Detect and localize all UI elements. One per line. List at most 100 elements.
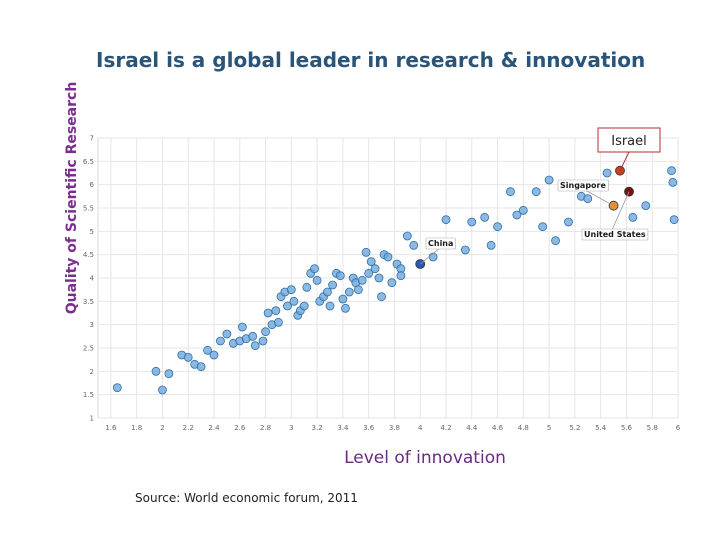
data-point: [512, 210, 522, 220]
data-point: [486, 240, 496, 250]
data-point: [668, 177, 678, 187]
data-point: [366, 257, 376, 267]
x-tick-label: 5: [547, 424, 551, 432]
x-tick-label: 3.2: [312, 424, 323, 432]
data-point: [341, 303, 350, 313]
data-point: [183, 352, 193, 362]
data-point: [377, 292, 386, 302]
data-point: [583, 194, 593, 204]
x-tick-label: 1.6: [105, 424, 117, 432]
data-point: [286, 285, 296, 295]
data-point: [283, 301, 292, 311]
data-point: [409, 240, 419, 250]
data-point: [299, 301, 309, 311]
data-point: [602, 168, 612, 178]
x-tick-label: 2.8: [260, 424, 271, 432]
data-point: [669, 215, 679, 225]
data-point: [323, 287, 332, 297]
data-point: [222, 329, 232, 339]
x-tick-label: 4.8: [518, 424, 529, 432]
data-point: [112, 383, 122, 393]
x-tick-label: 4.4: [466, 424, 478, 432]
data-point: [338, 294, 348, 304]
annotation-leader-singapore: [584, 189, 614, 207]
data-point: [261, 327, 270, 337]
annotation-box-singapore: [557, 179, 609, 192]
annotation-box-china: [425, 237, 456, 250]
y-tick-label: 6: [90, 181, 95, 189]
data-point: [641, 201, 651, 211]
data-point: [428, 252, 438, 262]
data-point: [551, 236, 560, 246]
data-point: [460, 245, 470, 255]
y-tick-label: 4.5: [83, 251, 94, 259]
x-tick-label: 4.6: [492, 424, 504, 432]
data-point: [396, 271, 406, 281]
y-tick-label: 1.5: [83, 391, 94, 399]
annotation-label-israel: Israel: [611, 134, 647, 149]
data-point: [344, 287, 354, 297]
y-tick-label: 5: [90, 228, 94, 236]
data-point: [538, 222, 548, 232]
x-tick-label: 5.6: [621, 424, 633, 432]
data-point: [364, 268, 374, 278]
annotation-box-united-states: [581, 228, 649, 241]
data-point: [387, 278, 397, 288]
y-tick-label: 4: [90, 275, 95, 283]
data-point: [164, 369, 174, 379]
annotation-label-singapore: Singapore: [560, 181, 606, 190]
x-tick-label: 5.4: [595, 424, 607, 432]
x-tick-label: 3.6: [363, 424, 375, 432]
annotation-label-united-states: United States: [584, 230, 646, 239]
x-tick-label: 1.8: [131, 424, 142, 432]
annotation-leader-china: [419, 247, 441, 265]
data-point: [312, 275, 322, 285]
x-tick-label: 2: [160, 424, 164, 432]
data-point: [374, 273, 384, 283]
data-point: [518, 205, 528, 215]
data-point: [564, 217, 573, 227]
x-tick-labels: 1.6 1.8 2 2.2 2.4 2.6 2.8 3 3.2 3.4 3.6 3.8 4 4.2 4.4 4…: [105, 424, 680, 432]
y-tick-label: 5.5: [83, 205, 94, 213]
annotation-leader-united-states: [611, 191, 630, 231]
x-tick-label: 2.6: [234, 424, 246, 432]
data-point: [216, 336, 225, 346]
data-point: [250, 341, 260, 351]
annotation-leader-israel: [619, 151, 630, 171]
data-point: [237, 322, 247, 332]
y-tick-label: 3.5: [83, 298, 94, 306]
x-tick-label: 5.2: [569, 424, 580, 432]
data-point: [357, 275, 367, 285]
data-point: [328, 280, 337, 290]
data-point: [383, 252, 393, 262]
annotations: Israel Singapore United States China: [419, 127, 661, 265]
data-point: [289, 296, 299, 306]
x-axis-label: Level of innovation: [344, 448, 506, 468]
x-tick-label: 6: [676, 424, 681, 432]
x-tick-label: 4: [418, 424, 423, 432]
data-point: [274, 317, 283, 327]
y-tick-label: 6.5: [83, 158, 94, 166]
data-point: [480, 212, 490, 222]
data-point: [158, 385, 167, 395]
x-tick-label: 3.8: [389, 424, 400, 432]
chart-title: Israel is a global leader in research & …: [96, 48, 646, 72]
y-tick-label: 7: [90, 135, 94, 143]
data-point: [544, 175, 554, 185]
x-tick-label: 5.8: [647, 424, 658, 432]
data-point: [263, 308, 273, 318]
data-point: [628, 212, 638, 222]
data-point: [271, 306, 281, 316]
data-point: [402, 231, 412, 241]
data-point: [370, 264, 380, 274]
data-point: [151, 366, 161, 376]
y-tick-labels: 1 1.5 2 2.5 3 3.5 4 4.5 5 5.5 6 6.5 7: [83, 135, 95, 423]
data-point: [667, 166, 676, 176]
x-tick-label: 2.4: [208, 424, 220, 432]
data-point: [467, 217, 477, 227]
data-point: [325, 301, 335, 311]
data-point: [209, 350, 219, 360]
annotation-label-china: China: [428, 239, 453, 248]
data-point: [441, 215, 451, 225]
